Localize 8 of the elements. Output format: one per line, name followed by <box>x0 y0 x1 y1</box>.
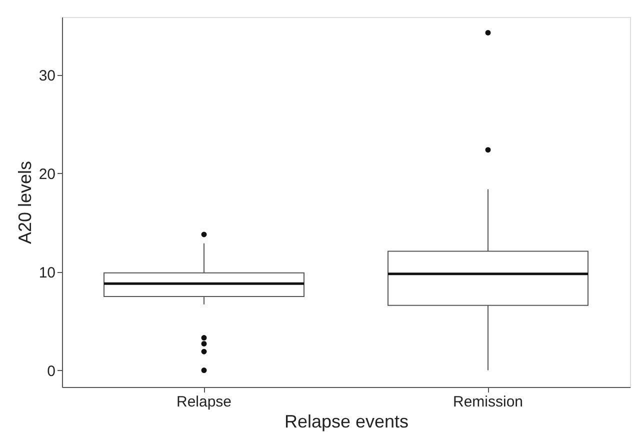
y-tick-label: 20 <box>38 166 56 183</box>
y-tick-label: 0 <box>47 362 56 380</box>
x-tick-label: Relapse <box>176 394 232 410</box>
y-axis-title: A20 levels <box>14 160 35 244</box>
x-tick-label: Remission <box>452 394 524 410</box>
y-tick-label: 30 <box>38 68 56 85</box>
y-tick-label: 10 <box>38 264 56 282</box>
x-axis-title: Relapse events <box>284 412 409 432</box>
